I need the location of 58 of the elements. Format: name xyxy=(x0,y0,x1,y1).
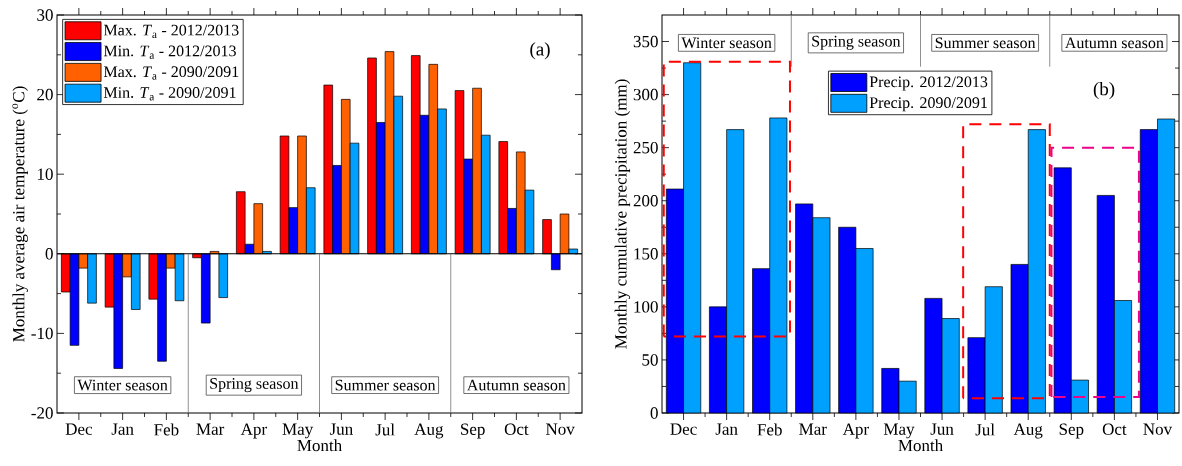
x-tick-label: Dec xyxy=(65,423,93,435)
x-tick-label: Sep xyxy=(461,423,485,439)
y-tick-label: 150 xyxy=(634,248,658,260)
band-label: Winter season xyxy=(77,379,168,391)
y-tick-label: 0 xyxy=(45,248,53,260)
y-tick-label: 0 xyxy=(650,407,658,419)
x-tick-label: Feb xyxy=(154,423,179,436)
x-tick-label: Nov xyxy=(545,423,575,435)
x-tick-label: Jun xyxy=(930,423,954,435)
y-axis-title: Monthly cumulative precipitation (mm) xyxy=(614,79,631,349)
y-tick-label: -20 xyxy=(31,407,53,419)
x-axis-title: Month xyxy=(898,439,943,452)
x-tick-label: May xyxy=(282,423,314,439)
y-axis-title: Monthly average air temperature ($^{o}$C) xyxy=(12,86,28,342)
legend-label: Min. T$_{a}$ - 2090/2091 xyxy=(103,87,236,101)
legend-label: Min. T$_{a}$ - 2012/2013 xyxy=(103,45,236,59)
legend-label: Max. T$_{a}$ - 2012/2013 xyxy=(103,24,239,39)
x-tick-label: Mar xyxy=(799,423,827,435)
y-tick-label: 30 xyxy=(37,9,53,21)
y-tick-label: 50 xyxy=(642,354,658,366)
band-label: Spring season xyxy=(210,378,299,393)
band-label: Summer season xyxy=(335,379,436,391)
x-axis-title: Month xyxy=(297,439,342,452)
x-tick-label: Jul xyxy=(375,423,395,436)
y-tick-label: 10 xyxy=(37,168,53,180)
y-tick-label: -10 xyxy=(31,327,53,340)
y-tick-label: 300 xyxy=(633,88,658,101)
band-label: Summer season xyxy=(935,37,1036,49)
x-tick-label: Jan xyxy=(715,423,738,435)
x-tick-label: Apr xyxy=(842,423,869,439)
y-tick-label: 20 xyxy=(37,88,53,101)
y-tick-label: 350 xyxy=(633,35,658,48)
x-tick-label: Apr xyxy=(240,423,267,439)
x-tick-label: Jul xyxy=(975,423,995,436)
annotation: (a) xyxy=(530,42,550,60)
x-tick-label: Aug xyxy=(414,423,444,439)
x-tick-label: Nov xyxy=(1143,423,1173,435)
x-tick-label: Dec xyxy=(670,423,697,435)
x-tick-label: Oct xyxy=(1102,423,1127,435)
x-tick-label: May xyxy=(883,423,915,439)
legend-label: Max. T$_{a}$ - 2090/2091 xyxy=(103,66,239,80)
band-label: Autumn season xyxy=(1064,37,1164,49)
legend-label: Precip. 2012/2013 xyxy=(869,76,988,91)
x-tick-label: Jan xyxy=(111,423,134,435)
band-label: Spring season xyxy=(812,35,901,50)
y-tick-label: 100 xyxy=(634,301,658,313)
y-tick-label: 250 xyxy=(633,141,658,154)
x-tick-label: Mar xyxy=(196,423,225,435)
x-tick-label: Aug xyxy=(1013,423,1043,439)
annotation: (b) xyxy=(1093,82,1115,100)
band-label: Winter season xyxy=(681,37,772,49)
x-tick-label: Feb xyxy=(757,423,782,436)
x-tick-label: Oct xyxy=(504,423,529,435)
band-label: Autumn season xyxy=(466,379,566,391)
legend-label: Precip. 2090/2091 xyxy=(869,97,987,112)
x-tick-label: Sep xyxy=(1059,423,1084,439)
y-tick-label: 200 xyxy=(633,194,658,207)
x-tick-label: Jun xyxy=(329,423,353,435)
